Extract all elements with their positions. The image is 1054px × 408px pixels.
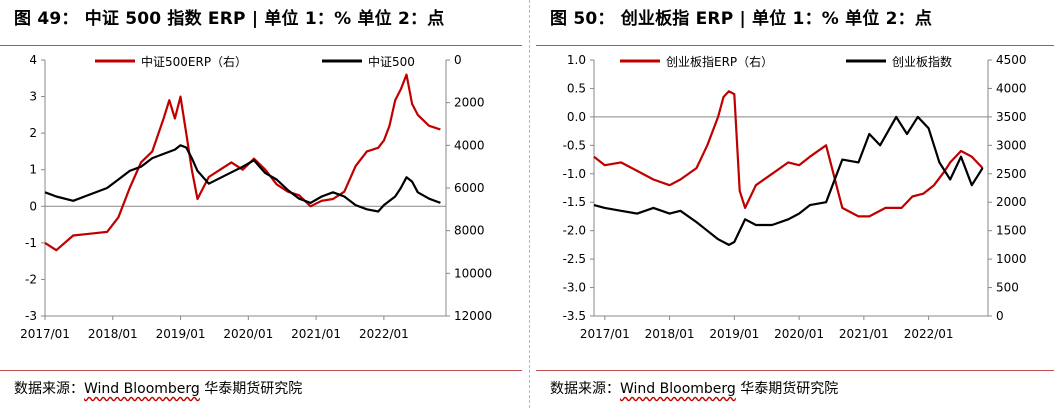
y-right-tick-label: 8000	[454, 224, 485, 238]
y-left-tick-label: -3	[25, 309, 37, 323]
y-right-tick-label: 500	[996, 281, 1019, 295]
y-right-tick-label: 4000	[454, 138, 485, 152]
y-right-tick-label: 6000	[454, 181, 485, 195]
y-right-tick-label: 12000	[454, 309, 492, 323]
x-tick-label: 2022/01	[359, 327, 409, 341]
source-providers: Wind Bloomberg	[620, 381, 736, 397]
x-tick-label: 2017/01	[580, 327, 630, 341]
x-tick-label: 2020/01	[774, 327, 824, 341]
y-right-tick-label: 2000	[454, 96, 485, 110]
x-tick-label: 2021/01	[839, 327, 889, 341]
x-tick-label: 2019/01	[156, 327, 206, 341]
figure-title: 图 49： 中证 500 指数 ERP | 单位 1：% 单位 2：点	[14, 9, 445, 29]
y-left-tick-label: -1.5	[563, 195, 586, 209]
y-left-tick-label: -3.5	[563, 309, 586, 323]
y-right-tick-label: 0	[454, 53, 462, 67]
y-left-tick-label: 1	[29, 163, 37, 177]
legend-label: 创业板指数	[892, 54, 952, 69]
y-left-tick-label: -2	[25, 272, 37, 286]
source-prefix: 数据来源：	[14, 381, 84, 397]
legend-label: 中证500	[368, 54, 415, 69]
y-left-tick-label: -2.0	[563, 224, 586, 238]
series-line-erp	[44, 73, 441, 252]
x-tick-label: 2018/01	[88, 327, 138, 341]
series-line-erp	[593, 90, 984, 218]
y-right-tick-label: 3500	[996, 110, 1027, 124]
y-left-tick-label: 2	[29, 126, 37, 140]
y-left-tick-label: 0.5	[567, 81, 586, 95]
x-tick-label: 2022/01	[904, 327, 954, 341]
x-tick-label: 2021/01	[291, 327, 341, 341]
source-rule	[536, 370, 1054, 371]
y-right-tick-label: 4000	[996, 81, 1027, 95]
y-left-tick-label: 4	[29, 53, 37, 67]
y-left-tick-label: -1.0	[563, 167, 586, 181]
y-left-tick-label: 3	[29, 90, 37, 104]
y-left-tick-label: -0.5	[563, 138, 586, 152]
y-right-tick-label: 2000	[996, 195, 1027, 209]
source-note: 数据来源：Wind Bloomberg 华泰期货研究院	[550, 378, 838, 398]
y-right-tick-label: 10000	[454, 266, 492, 280]
y-left-tick-label: 1.0	[567, 53, 586, 67]
source-rule	[0, 370, 522, 371]
x-tick-label: 2019/01	[709, 327, 759, 341]
series-line-index	[44, 144, 441, 213]
source-suffix: 华泰期货研究院	[735, 381, 839, 397]
title-rule	[0, 45, 522, 46]
y-right-tick-label: 3000	[996, 138, 1027, 152]
series-line-index	[593, 115, 984, 246]
legend-label: 创业板指ERP（右）	[666, 54, 773, 69]
x-tick-label: 2020/01	[223, 327, 273, 341]
y-right-tick-label: 4500	[996, 53, 1027, 67]
y-left-tick-label: 0	[29, 199, 37, 213]
x-tick-label: 2018/01	[645, 327, 695, 341]
y-left-tick-label: -2.5	[563, 252, 586, 266]
title-rule	[536, 45, 1054, 46]
chart-panel-left: 图 49： 中证 500 指数 ERP | 单位 1：% 单位 2：点 4 3 2 1…	[0, 0, 522, 408]
y-right-tick-label: 1500	[996, 224, 1027, 238]
y-right-tick-label: 0	[996, 309, 1004, 323]
y-right-tick-label: 2500	[996, 167, 1027, 181]
source-prefix: 数据来源：	[550, 381, 620, 397]
legend-label: 中证500ERP（右）	[141, 54, 247, 69]
y-left-tick-label: -3.0	[563, 281, 586, 295]
line-chart-chinext: 1.0 0.5 0.0 -0.5 -1.0 -1.5 -2.0 -2.5 -3.0 -3.5 450…	[563, 53, 1027, 341]
source-note: 数据来源：Wind Bloomberg 华泰期货研究院	[14, 378, 302, 398]
panel-divider	[529, 0, 531, 408]
y-left-tick-label: 0.0	[567, 110, 586, 124]
y-left-tick-label: -1	[25, 236, 37, 250]
source-suffix: 华泰期货研究院	[199, 381, 303, 397]
figure-title: 图 50： 创业板指 ERP | 单位 1：% 单位 2：点	[550, 9, 933, 29]
chart-panel-right: 图 50： 创业板指 ERP | 单位 1：% 单位 2：点 1.0 0.5 0.0…	[536, 0, 1054, 408]
source-providers: Wind Bloomberg	[84, 381, 200, 397]
y-right-tick-label: 1000	[996, 252, 1027, 266]
x-tick-label: 2017/01	[20, 327, 70, 341]
line-chart-zz500: 4 3 2 1 0 -1 -2 -3 0 2000 4000 6000 8000 10000 12000 20…	[20, 53, 492, 341]
